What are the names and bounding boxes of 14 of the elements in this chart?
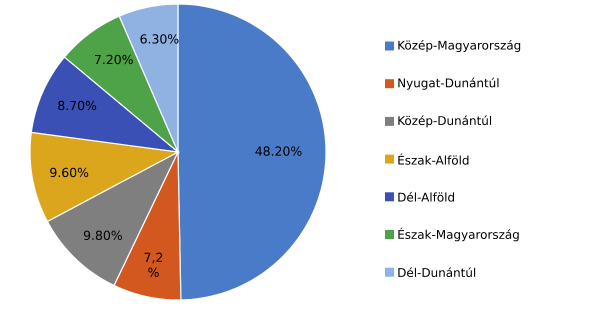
data-label: 9.60%	[50, 168, 88, 178]
data-label: 9.80%	[84, 230, 122, 240]
data-label: 8.70%	[58, 100, 96, 110]
data-label: 6.30%	[140, 34, 178, 44]
legend-label: Nyugat-Dunántúl	[398, 78, 498, 90]
legend-label: Közép-Dunántúl	[398, 115, 492, 128]
legend-label: Dél-Dunántúl	[398, 267, 476, 278]
data-label: 7.20%	[94, 54, 133, 64]
legend-label: Dél-Alföld	[398, 192, 454, 202]
legend-label: Észak-Magyarország	[398, 228, 519, 242]
legend-label: Észak-Alföld	[398, 153, 468, 165]
data-label: 48.20%	[255, 146, 302, 156]
data-label: 7,2 %	[144, 252, 162, 277]
legend-label: Közép-Magyarország	[398, 40, 520, 52]
